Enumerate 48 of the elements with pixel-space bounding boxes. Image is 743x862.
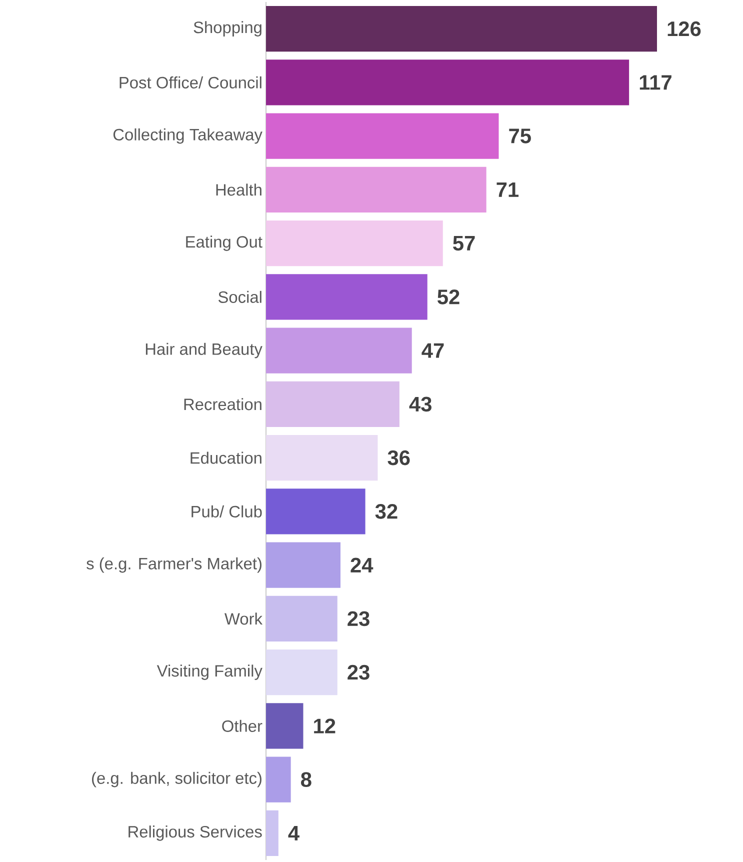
bar bbox=[266, 60, 630, 106]
data-label: 23 bbox=[348, 664, 370, 680]
y-tick-label: Social bbox=[218, 290, 262, 303]
y-tick-label: Education bbox=[190, 452, 262, 464]
bar bbox=[266, 435, 378, 481]
y-tick-label: Eating Out bbox=[186, 236, 262, 251]
data-label: 8 bbox=[301, 772, 312, 787]
bar bbox=[266, 220, 443, 266]
bar bbox=[266, 596, 338, 642]
bar bbox=[266, 810, 278, 856]
y-tick-label: Post Office/ Council bbox=[120, 76, 262, 88]
data-label: 4 bbox=[288, 826, 300, 840]
data-label: 43 bbox=[409, 396, 432, 412]
y-tick-label: Religious Services bbox=[128, 826, 262, 841]
data-label: 32 bbox=[375, 504, 398, 519]
y-tick-label: Recreation bbox=[184, 398, 262, 410]
y-tick-label: Shopping bbox=[194, 21, 262, 36]
data-label: 71 bbox=[496, 182, 519, 197]
data-label: 36 bbox=[388, 450, 410, 466]
bar bbox=[266, 166, 486, 212]
bar bbox=[266, 756, 291, 802]
data-label: 52 bbox=[438, 290, 460, 304]
y-tick-label: Visiting Family bbox=[156, 664, 262, 680]
y-tick-label: (e.g. bank, solicitor etc) bbox=[92, 772, 262, 788]
data-label: 126 bbox=[668, 21, 701, 36]
data-label: 23 bbox=[348, 611, 370, 626]
data-label: 117 bbox=[640, 75, 672, 90]
data-label: 47 bbox=[422, 343, 444, 358]
y-tick-label: Health bbox=[216, 184, 262, 196]
bar bbox=[266, 381, 400, 427]
bar bbox=[266, 328, 412, 374]
y-tick-label: Hair and Beauty bbox=[146, 342, 262, 358]
data-label: 12 bbox=[314, 718, 336, 734]
bar bbox=[266, 488, 366, 534]
bar bbox=[266, 650, 338, 696]
data-label: 24 bbox=[350, 558, 374, 572]
y-tick-label: Collecting Takeaway bbox=[113, 128, 262, 144]
data-label: 75 bbox=[509, 128, 531, 144]
y-tick-label: s (e.g. Farmer's Market) bbox=[86, 557, 262, 573]
bar bbox=[266, 542, 340, 588]
y-tick-label: Other bbox=[222, 720, 262, 732]
y-tick-label: Work bbox=[224, 612, 263, 625]
bar bbox=[266, 6, 657, 52]
bar bbox=[266, 113, 499, 159]
data-label: 57 bbox=[453, 236, 475, 251]
bar bbox=[266, 703, 304, 749]
bar bbox=[266, 274, 428, 320]
y-tick-label: Pub/ Club bbox=[192, 505, 262, 518]
